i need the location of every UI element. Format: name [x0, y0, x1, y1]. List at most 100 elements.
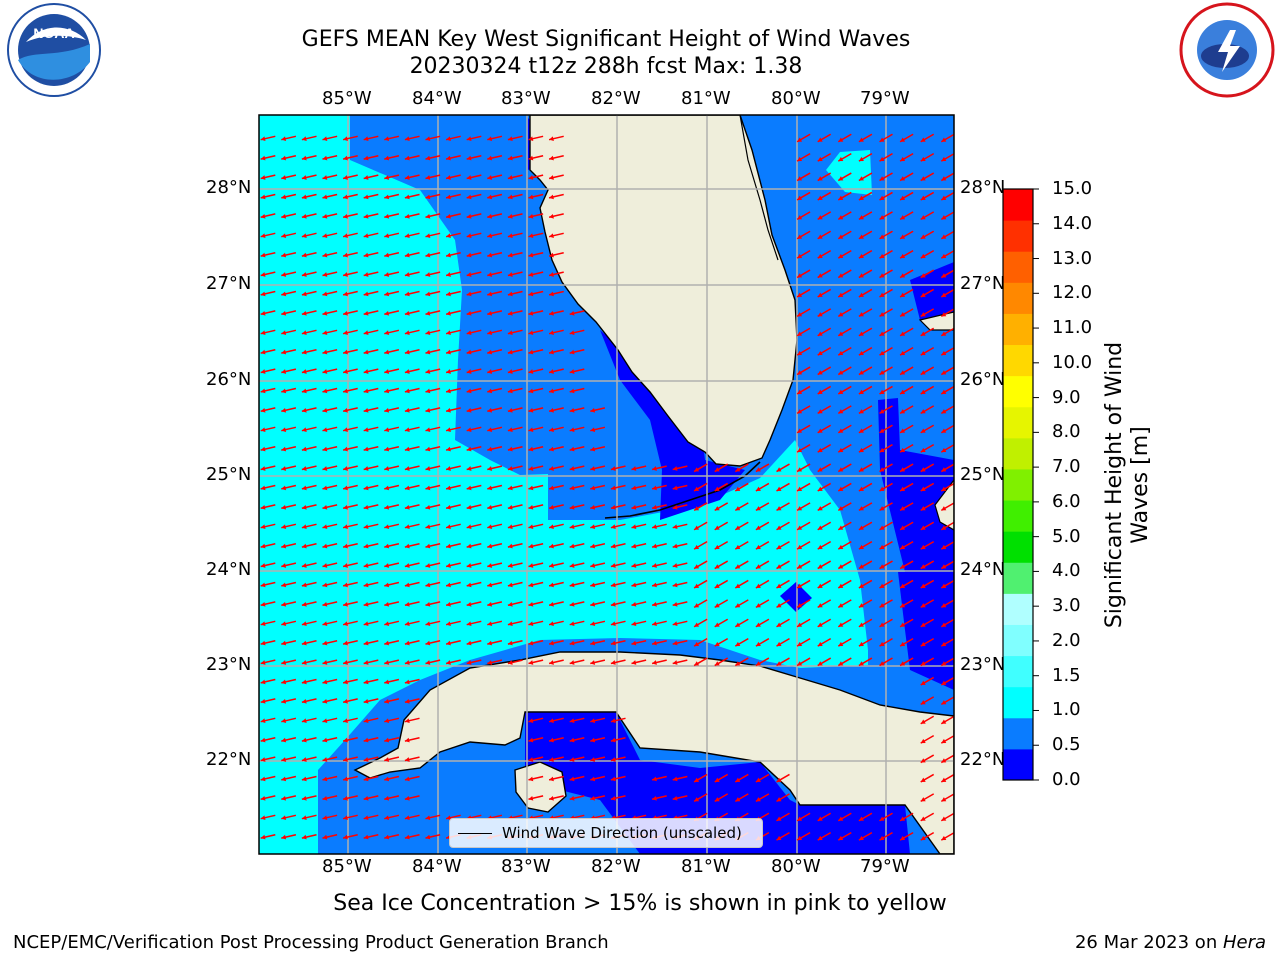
wind-arrow-head [301, 601, 307, 607]
wind-arrow-head [507, 601, 513, 607]
wind-arrow-head [425, 272, 431, 277]
wind-arrow-head [384, 252, 390, 258]
wind-arrow-head [672, 795, 678, 801]
wave-height-region-0-0.5m [878, 398, 954, 572]
wind-arrow-head [879, 215, 885, 220]
wind-arrow-head [446, 485, 451, 491]
wind-arrow-head [694, 603, 700, 608]
wind-arrow-head [900, 661, 906, 666]
wind-arrow-head [528, 213, 534, 219]
wind-arrow-head [549, 776, 554, 782]
wind-arrow-head [466, 621, 472, 627]
wind-arrow-head [797, 253, 803, 259]
wind-arrow-head [920, 389, 926, 394]
wind-arrow-head [817, 312, 823, 317]
wind-arrow-head [446, 407, 451, 413]
wind-arrow-head [755, 506, 761, 511]
wind-arrow-head [714, 525, 720, 530]
footer-credit: NCEP/EMC/Verification Post Processing Pr… [13, 932, 609, 953]
wind-arrow-head [694, 797, 700, 802]
wind-arrow-head [735, 564, 741, 569]
wind-arrow-head [590, 407, 596, 413]
wind-arrow-head [322, 155, 328, 161]
wind-arrow-head [260, 446, 266, 452]
wind-arrow-head [301, 485, 307, 491]
wind-arrow-head [528, 291, 534, 297]
colorbar-segment [1003, 375, 1033, 408]
wind-arrow-head [281, 660, 287, 665]
wind-arrow-head [466, 427, 472, 433]
wind-arrow-head [343, 466, 348, 471]
wind-arrow-head [404, 446, 410, 452]
colorbar-segment [1003, 655, 1033, 688]
wind-arrow-head [343, 795, 348, 801]
wind-arrow-head [941, 428, 947, 433]
wind-arrow-head [838, 544, 844, 550]
wind-arrow-head [260, 795, 266, 801]
wind-arrow-head [879, 467, 885, 472]
lat-label-left: 24°N [206, 559, 252, 580]
wind-arrow-head [343, 601, 348, 607]
land-bahamas [934, 479, 954, 531]
wind-arrow-head [879, 253, 885, 259]
wind-arrow-head [322, 136, 328, 142]
wind-arrow-head [920, 603, 926, 608]
wind-arrow-head [714, 777, 720, 782]
wind-arrow-head [425, 175, 431, 180]
wind-arrow-head [260, 582, 266, 588]
wind-arrow-head [858, 234, 864, 239]
wind-arrow-head [549, 155, 554, 161]
wind-arrow-head [610, 466, 616, 471]
wind-arrow-head [301, 388, 307, 394]
wind-arrow-head [817, 409, 823, 414]
wind-arrow-head [549, 737, 554, 743]
wind-arrow-head [487, 407, 493, 413]
wind-arrow-head [404, 310, 410, 316]
wind-arrow-head [879, 409, 885, 414]
wind-arrow-head [384, 349, 390, 355]
wind-arrow-head [838, 835, 844, 841]
wind-arrow-head [404, 252, 410, 258]
wind-arrow-head [528, 640, 534, 646]
wind-arrow-head [900, 603, 906, 608]
wind-arrow-head [755, 777, 761, 782]
wind-arrow-head [281, 485, 287, 491]
wind-arrow-head [920, 370, 926, 375]
wind-arrow-head [363, 213, 369, 219]
wind-arrow-head [631, 504, 637, 510]
wind-arrow-head [281, 815, 287, 821]
wind-arrow-head [817, 661, 823, 666]
wind-arrow-head [569, 718, 575, 724]
wind-arrow-head [363, 660, 369, 665]
wind-arrow-head [920, 428, 926, 433]
wind-arrow-head [466, 272, 472, 277]
wind-arrow-head [487, 233, 493, 239]
wind-arrow-head [941, 312, 947, 317]
wind-arrow-head [281, 388, 287, 394]
wind-arrow-head [941, 486, 947, 491]
wind-arrow-head [528, 504, 534, 510]
wind-arrow-head [569, 330, 575, 336]
wind-arrow-head [363, 233, 369, 239]
wind-arrow-head [384, 815, 390, 821]
wind-arrow-head [281, 679, 287, 685]
wind-arrow-head [714, 797, 720, 802]
wind-arrow-head [694, 622, 700, 627]
wind-arrow-head [466, 601, 472, 607]
wind-arrow-head [363, 155, 369, 161]
wind-arrow-head [301, 407, 307, 413]
wind-arrow-head [672, 485, 678, 491]
wind-arrow-head [549, 233, 554, 239]
wind-arrow-head [260, 621, 266, 627]
lat-label-left: 28°N [206, 177, 252, 198]
svg-text:NOAA: NOAA [33, 25, 74, 41]
wind-arrow-head [507, 563, 513, 568]
wind-arrow-head [528, 233, 534, 239]
wind-arrow-head [343, 388, 348, 394]
wind-arrow-head [301, 504, 307, 510]
wind-arrow-head [343, 640, 348, 646]
wind-arrow-head [920, 758, 926, 763]
wind-arrow-head [797, 564, 803, 569]
wind-arrow-head [260, 524, 266, 530]
wind-arrow-head [425, 194, 431, 200]
